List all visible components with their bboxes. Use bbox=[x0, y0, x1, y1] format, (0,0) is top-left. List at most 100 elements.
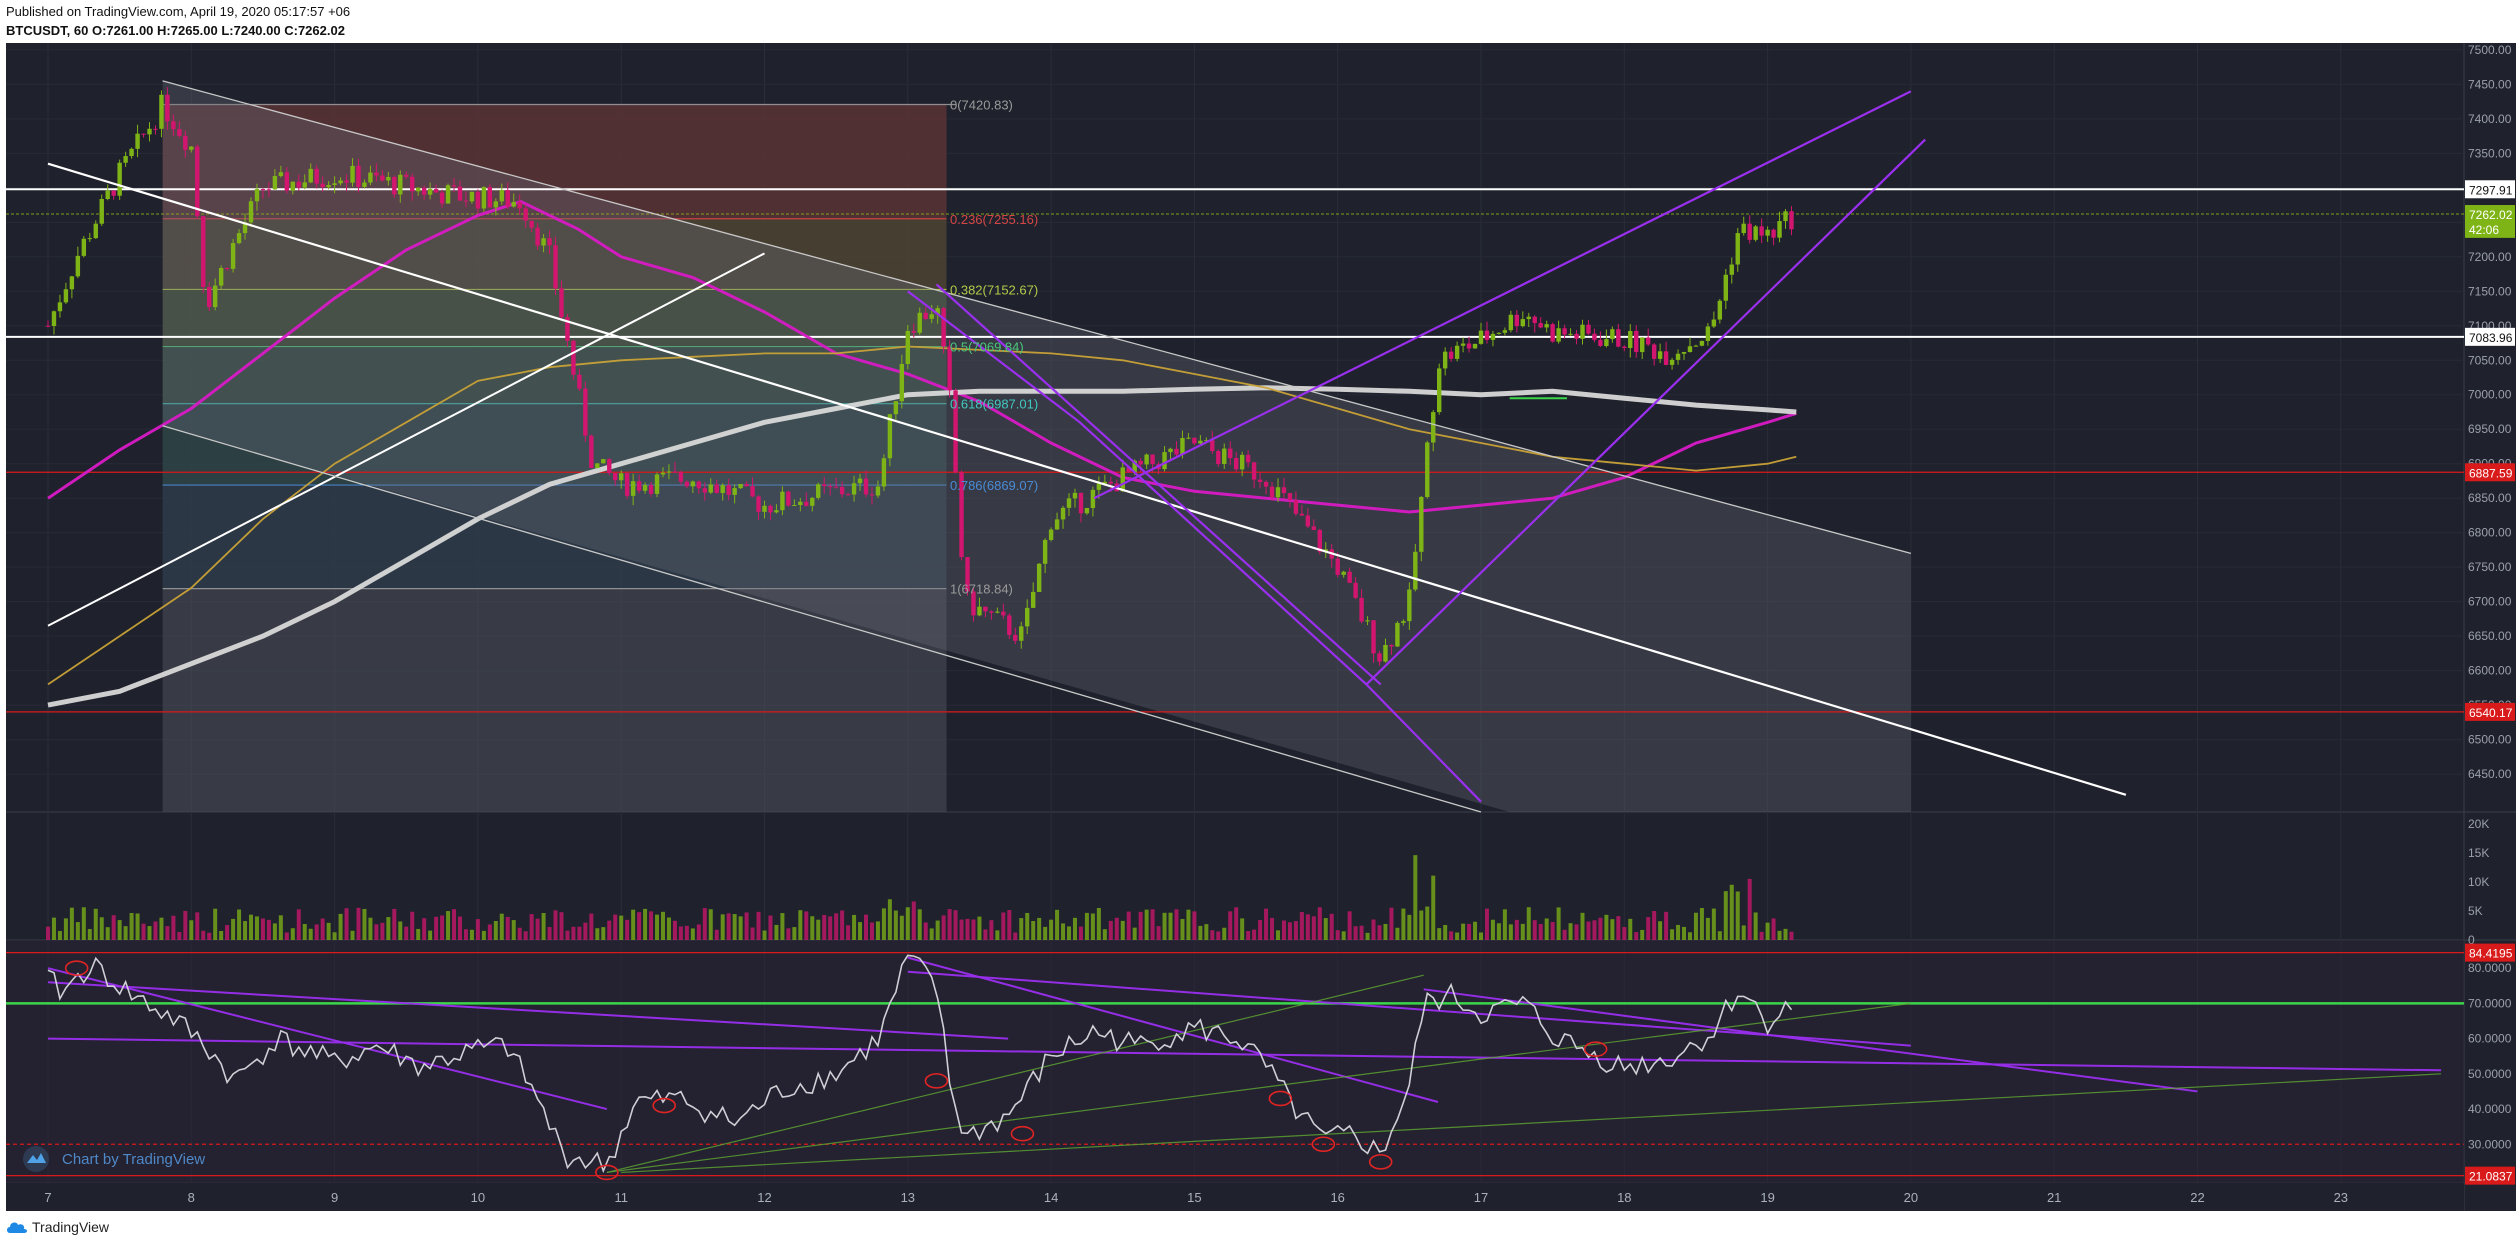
volume-bar bbox=[416, 928, 421, 940]
candle bbox=[1669, 359, 1675, 365]
volume-bar bbox=[51, 917, 56, 940]
candle bbox=[1789, 211, 1794, 230]
volume-bar bbox=[99, 917, 104, 940]
candle bbox=[81, 238, 87, 256]
volume-bar bbox=[422, 918, 427, 940]
candle bbox=[266, 189, 272, 191]
volume-bar bbox=[511, 920, 516, 940]
x-tick-label: 17 bbox=[1474, 1190, 1488, 1205]
volume-bar bbox=[732, 914, 737, 940]
volume-bar bbox=[87, 929, 92, 940]
candle bbox=[983, 606, 988, 612]
candle bbox=[941, 308, 946, 347]
candle bbox=[1311, 526, 1317, 530]
candle bbox=[368, 172, 373, 183]
volume-bar bbox=[720, 914, 725, 940]
candle bbox=[654, 474, 660, 494]
volume-bar bbox=[159, 917, 164, 940]
rsi-tick-label: 30.0000 bbox=[2468, 1137, 2512, 1151]
volume-bar bbox=[105, 927, 110, 940]
candle bbox=[1407, 589, 1412, 622]
rsi-trendline bbox=[606, 1002, 1911, 1174]
volume-bar bbox=[1544, 918, 1549, 940]
candle bbox=[1233, 458, 1239, 470]
volume-bar bbox=[1783, 928, 1788, 940]
volume-bar bbox=[332, 932, 337, 940]
pivot-marker bbox=[1010, 1125, 1035, 1142]
volume-bar bbox=[1616, 916, 1621, 940]
volume-bar bbox=[380, 922, 385, 940]
volume-bar bbox=[1622, 927, 1627, 940]
volume-bar bbox=[1705, 917, 1710, 940]
candle bbox=[1705, 326, 1711, 341]
fib-zones bbox=[162, 103, 957, 812]
candle bbox=[1634, 330, 1639, 353]
x-tick-label: 21 bbox=[2047, 1190, 2061, 1205]
candle bbox=[1281, 487, 1287, 494]
volume-bar bbox=[398, 921, 403, 940]
volume-bar bbox=[1765, 922, 1770, 940]
volume-bar bbox=[1084, 912, 1089, 940]
y-tick-label: 7150.00 bbox=[2468, 284, 2512, 298]
volume-bar bbox=[493, 921, 498, 940]
candle bbox=[499, 190, 504, 202]
candle bbox=[529, 220, 534, 228]
volume-bar bbox=[1592, 920, 1597, 940]
candle bbox=[1245, 454, 1251, 463]
y-tick-label: 6750.00 bbox=[2468, 560, 2512, 574]
volume-bar bbox=[947, 909, 952, 940]
candle bbox=[1622, 346, 1627, 349]
volume-bar bbox=[1484, 908, 1489, 940]
rsi-trendline bbox=[1423, 988, 2198, 1093]
candle bbox=[1741, 223, 1746, 234]
volume-bar bbox=[625, 919, 630, 940]
candle bbox=[1144, 454, 1149, 465]
volume-bar bbox=[123, 926, 128, 940]
candle bbox=[1293, 500, 1299, 514]
candle bbox=[750, 486, 755, 497]
candle bbox=[541, 238, 546, 246]
volume-bar bbox=[798, 910, 803, 940]
volume-bar bbox=[541, 913, 546, 940]
candle bbox=[320, 183, 325, 188]
candle bbox=[398, 174, 403, 195]
volume-bar bbox=[738, 916, 743, 940]
candle bbox=[1640, 337, 1645, 353]
candle bbox=[1299, 513, 1305, 516]
trendline bbox=[162, 80, 1912, 555]
volume-bar bbox=[46, 926, 50, 940]
candle bbox=[356, 165, 361, 187]
volume-bar bbox=[517, 927, 522, 940]
volume-bar bbox=[1222, 927, 1227, 940]
candle bbox=[1150, 454, 1155, 465]
candle bbox=[720, 485, 725, 493]
candle bbox=[69, 276, 75, 290]
x-tick-label: 7 bbox=[44, 1190, 51, 1205]
volume-bar bbox=[1162, 912, 1167, 940]
candle bbox=[415, 187, 421, 192]
x-tick-label: 18 bbox=[1617, 1190, 1631, 1205]
trendlines bbox=[47, 80, 2127, 813]
candle bbox=[857, 478, 863, 484]
volume-bar bbox=[523, 931, 528, 940]
volume-bar bbox=[1508, 924, 1513, 940]
volume-bar bbox=[649, 911, 654, 940]
candle bbox=[326, 185, 331, 188]
volume-bar bbox=[1687, 932, 1692, 940]
volume-bar bbox=[457, 916, 462, 940]
candle bbox=[959, 472, 964, 558]
price-label: 7297.91 bbox=[2469, 183, 2513, 197]
rsi-trendline bbox=[47, 967, 608, 1111]
candles bbox=[45, 87, 1794, 666]
volume-bar bbox=[266, 919, 271, 940]
rsi-trendline bbox=[907, 970, 1911, 1047]
volume-bar bbox=[1413, 855, 1418, 940]
volume-bar bbox=[1299, 912, 1304, 940]
candle bbox=[905, 330, 910, 364]
candle bbox=[386, 176, 391, 181]
candle bbox=[177, 129, 182, 136]
candle bbox=[481, 187, 487, 209]
volume-bar bbox=[1682, 926, 1687, 940]
candle bbox=[147, 128, 152, 135]
